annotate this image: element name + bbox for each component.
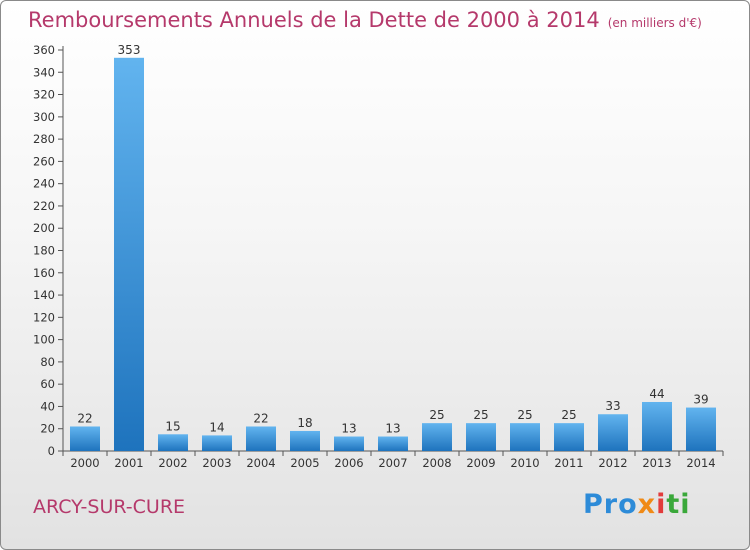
- data-label-2005: 18: [297, 416, 312, 430]
- data-label-2013: 44: [649, 387, 664, 401]
- data-label-2000: 22: [77, 411, 92, 425]
- y-tick-label: 80: [40, 355, 55, 369]
- bar-2008: [422, 423, 452, 451]
- x-tick-label-2000: 2000: [70, 456, 99, 470]
- bar-2004: [246, 426, 276, 451]
- logo-part-4: ti: [666, 489, 691, 520]
- bar-2009: [466, 423, 496, 451]
- x-tick-label-2002: 2002: [158, 456, 187, 470]
- logo-part-1: Pro: [583, 489, 638, 520]
- y-tick-label: 0: [48, 444, 55, 458]
- y-tick-label: 40: [40, 399, 55, 413]
- y-tick-label: 200: [33, 221, 55, 235]
- y-tick-label: 180: [33, 244, 55, 258]
- y-tick-label: 260: [33, 154, 55, 168]
- data-label-2001: 353: [118, 43, 141, 57]
- bar-2012: [598, 414, 628, 451]
- y-tick-label: 140: [33, 288, 55, 302]
- y-tick-label: 220: [33, 199, 55, 213]
- data-label-2012: 33: [605, 399, 620, 413]
- data-label-2006: 13: [341, 422, 356, 436]
- data-label-2003: 14: [209, 420, 224, 434]
- x-tick-label-2005: 2005: [290, 456, 319, 470]
- y-tick-label: 60: [40, 377, 55, 391]
- commune-name: ARCY-SUR-CURE: [33, 496, 186, 518]
- x-tick-label-2004: 2004: [246, 456, 275, 470]
- y-tick-label: 360: [33, 43, 55, 57]
- x-tick-label-2008: 2008: [422, 456, 451, 470]
- x-tick-label-2014: 2014: [686, 456, 715, 470]
- x-tick-label-2009: 2009: [466, 456, 495, 470]
- x-tick-label-2006: 2006: [334, 456, 363, 470]
- bar-2010: [510, 423, 540, 451]
- x-tick-label-2011: 2011: [554, 456, 583, 470]
- data-label-2014: 39: [693, 393, 708, 407]
- bar-2005: [290, 430, 320, 451]
- proxiti-logo: Proxiti: [583, 489, 691, 520]
- chart-unit: (en milliers d'€): [607, 16, 702, 30]
- x-axis: 2000 2001 2002 2003 2004 2005 2006 2007 2008 2009…: [62, 450, 724, 470]
- chart-title-text: Remboursements Annuels de la Dette de 20…: [28, 8, 600, 32]
- x-tick-label-2003: 2003: [202, 456, 231, 470]
- logo-part-2: x: [637, 489, 657, 520]
- bar-2007: [378, 436, 408, 451]
- y-tick-label: 20: [40, 422, 55, 436]
- logo-part-3: i: [656, 489, 667, 520]
- y-tick-label: 300: [33, 110, 55, 124]
- data-label-2002: 15: [165, 419, 180, 433]
- bar-2003: [202, 435, 232, 451]
- bars: 22 353 15 14 22 18 13 13 25 25 25 25 33 44 39: [70, 43, 716, 452]
- x-tick-label-2013: 2013: [642, 456, 671, 470]
- x-tick-label-2007: 2007: [378, 456, 407, 470]
- y-tick-label: 120: [33, 310, 55, 324]
- y-tick-label: 320: [33, 88, 55, 102]
- data-label-2008: 25: [429, 408, 444, 422]
- bar-2014: [686, 407, 716, 451]
- x-tick-label-2010: 2010: [510, 456, 539, 470]
- y-tick-label: 240: [33, 177, 55, 191]
- data-label-2004: 22: [253, 411, 268, 425]
- bar-2001: [114, 57, 144, 452]
- data-label-2011: 25: [561, 408, 576, 422]
- x-tick-label-2001: 2001: [114, 456, 143, 470]
- data-label-2010: 25: [517, 408, 532, 422]
- bar-2006: [334, 436, 364, 451]
- x-tick-label-2012: 2012: [598, 456, 627, 470]
- y-axis: 0 20 40 60 80 100 120 140 160 180 200 220 240 260 280 3…: [33, 43, 64, 458]
- y-tick-label: 280: [33, 132, 55, 146]
- data-label-2007: 13: [385, 422, 400, 436]
- chart-title: Remboursements Annuels de la Dette de 20…: [28, 8, 702, 32]
- bar-2002: [158, 434, 188, 451]
- data-label-2009: 25: [473, 408, 488, 422]
- y-tick-label: 340: [33, 65, 55, 79]
- y-tick-label: 100: [33, 333, 55, 347]
- bar-2000: [70, 426, 100, 451]
- bar-2011: [554, 423, 584, 451]
- bar-2013: [642, 401, 672, 451]
- y-tick-label: 160: [33, 266, 55, 280]
